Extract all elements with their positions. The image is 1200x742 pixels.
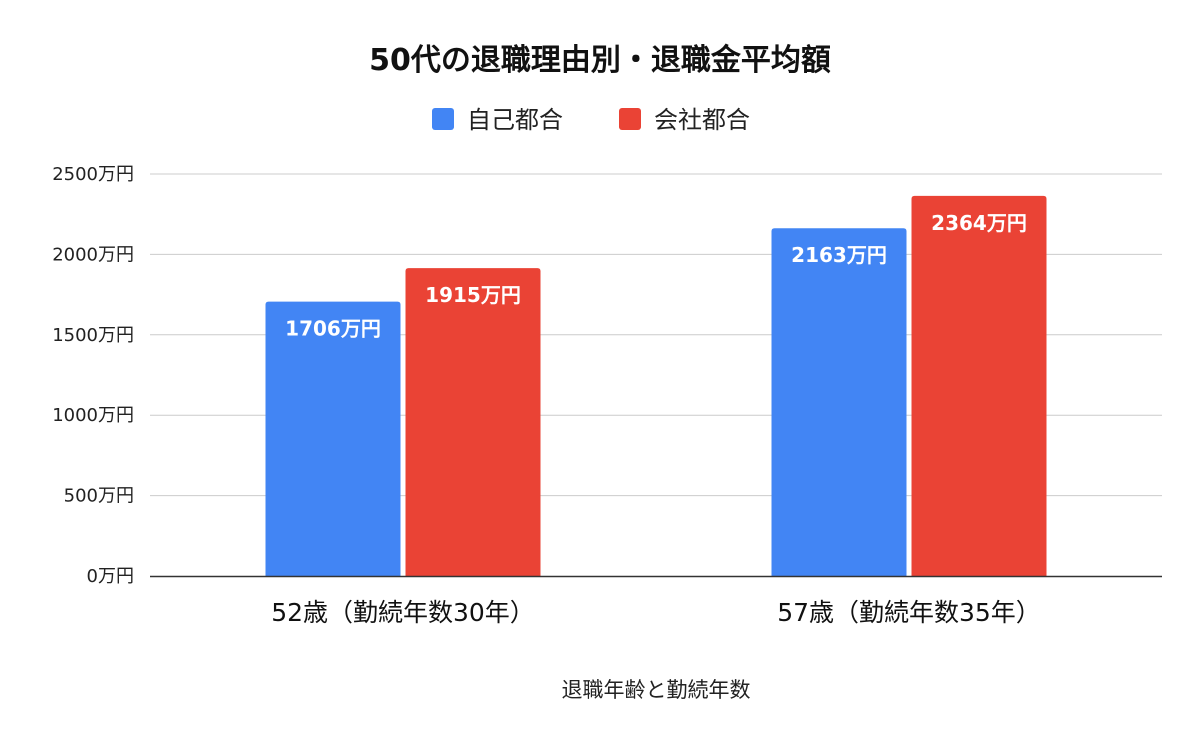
bar-company-1 <box>405 268 541 576</box>
bar-self-1 <box>265 301 401 576</box>
legend-swatch <box>619 108 641 130</box>
x-tick-label: 57歳（勤続年数35年） <box>777 598 1041 627</box>
y-tick-label: 1000万円 <box>52 405 134 426</box>
legend-label: 自己都合 <box>467 106 563 134</box>
x-tick-label: 52歳（勤続年数30年） <box>271 598 535 627</box>
x-axis-label: 退職年齢と勤続年数 <box>562 678 751 702</box>
y-axis-ticks: 0万円 500万円 1000万円 1500万円 2000万円 2500万円 <box>52 164 134 587</box>
chart-title: 50代の退職理由別・退職金平均額 <box>369 43 831 78</box>
data-labels: 1706万円 1915万円 2163万円 2364万円 <box>285 211 1027 341</box>
legend-swatch <box>432 108 454 130</box>
y-tick-label: 500万円 <box>64 486 134 507</box>
data-label: 2163万円 <box>791 243 887 267</box>
y-tick-label: 2000万円 <box>52 244 134 265</box>
bar-self-2 <box>771 228 907 576</box>
legend-label: 会社都合 <box>654 106 750 134</box>
data-label: 2364万円 <box>931 211 1027 235</box>
x-axis-ticks: 52歳（勤続年数30年） 57歳（勤続年数35年） <box>271 598 1041 627</box>
data-label: 1706万円 <box>285 317 381 341</box>
bars <box>265 195 1047 576</box>
bar-company-2 <box>911 195 1047 576</box>
y-tick-label: 1500万円 <box>52 325 134 346</box>
legend: 自己都合 会社都合 <box>432 106 750 134</box>
y-tick-label: 0万円 <box>87 566 134 587</box>
y-tick-label: 2500万円 <box>52 164 134 185</box>
data-label: 1915万円 <box>425 283 521 307</box>
